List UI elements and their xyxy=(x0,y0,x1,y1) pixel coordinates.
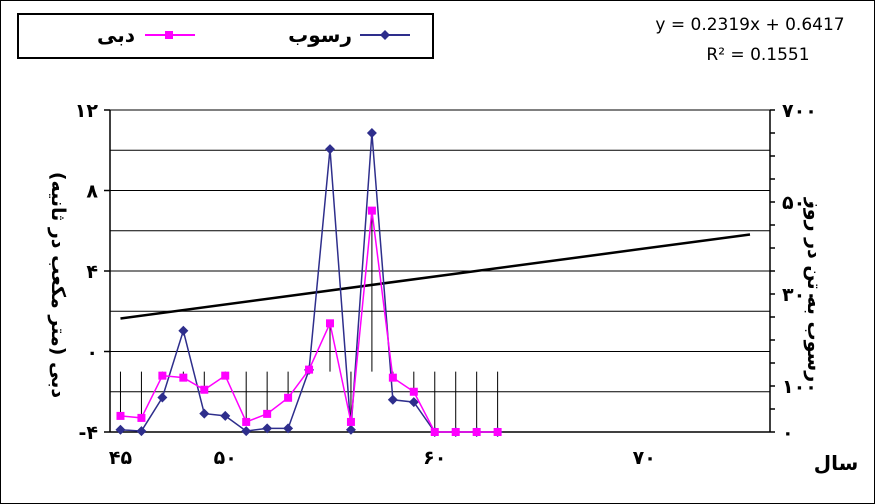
data-point-discharge xyxy=(367,206,376,215)
data-point-discharge xyxy=(493,428,502,436)
trendline-layer xyxy=(120,233,751,320)
data-point-discharge xyxy=(388,373,397,382)
y-right-tick-label: ۷۰۰ xyxy=(782,100,817,122)
data-point-discharge xyxy=(472,428,481,436)
legend-item-sediment: رسوب xyxy=(288,23,410,47)
data-point-discharge xyxy=(158,371,167,380)
data-point-sediment xyxy=(345,424,356,435)
series-layer xyxy=(115,128,503,437)
data-point-sediment xyxy=(199,408,210,419)
data-point-discharge xyxy=(409,387,418,396)
data-point-sediment xyxy=(366,128,377,138)
data-point-sediment xyxy=(157,392,168,403)
data-point-discharge xyxy=(305,365,314,374)
data-point-discharge xyxy=(221,371,230,380)
y-left-tick-label: ۴ xyxy=(86,261,98,283)
data-point-sediment xyxy=(387,394,398,405)
data-point-discharge xyxy=(284,393,293,402)
x-axis-title: سال xyxy=(814,451,859,475)
y-right-tick-label: ۳۰۰ xyxy=(782,284,817,306)
y-left-tick-label: -۴ xyxy=(79,422,98,444)
y-right-tick-label: ۱۰۰ xyxy=(782,376,817,398)
legend-item-discharge: دبی xyxy=(97,23,195,47)
legend-label-sediment: رسوب xyxy=(288,23,352,47)
ticks: -۴ ۰ ۴ ۸ ۱۲ ۰ ۱۰۰ ۳۰۰ ۵۰۰ ۷۰۰ ۴۵ ۵۰ ۶۰ ۷۰ xyxy=(75,100,817,469)
data-point-sediment xyxy=(408,397,419,408)
data-point-sediment xyxy=(262,423,273,434)
data-point-discharge xyxy=(326,319,334,328)
data-point-discharge xyxy=(346,417,355,426)
data-point-sediment xyxy=(178,325,189,336)
data-point-sediment xyxy=(283,423,294,434)
x-tick-label: ۷۰ xyxy=(633,447,656,469)
y-right-tick-label: ۵۰۰ xyxy=(782,192,817,214)
data-point-discharge xyxy=(451,428,460,436)
x-tick-label: ۴۵ xyxy=(109,447,133,469)
data-point-sediment xyxy=(325,144,335,155)
data-point-discharge xyxy=(263,409,272,418)
trendline-equation: y = 0.2319x + 0.6417 xyxy=(655,15,844,35)
legend-marker-discharge xyxy=(165,31,173,39)
data-point-discharge xyxy=(137,413,146,422)
data-point-discharge xyxy=(430,428,439,436)
data-point-discharge xyxy=(242,417,251,426)
data-point-sediment xyxy=(115,424,126,435)
y-left-tick-label: ۸ xyxy=(86,181,98,203)
data-point-sediment xyxy=(241,426,252,437)
data-point-discharge xyxy=(179,373,188,382)
grid xyxy=(110,149,770,432)
x-tick-label: ۵۰ xyxy=(214,447,237,469)
data-point-discharge xyxy=(116,411,125,420)
legend: رسوب دبی xyxy=(17,13,434,59)
data-point-sediment xyxy=(220,410,231,421)
y-left-tick-label: ۰ xyxy=(86,342,98,364)
x-tick-label: ۶۰ xyxy=(423,447,446,469)
y-left-tick-label: ۱۲ xyxy=(75,100,99,122)
data-point-sediment xyxy=(136,426,147,437)
y-right-tick-label: ۰ xyxy=(782,422,794,444)
trendline xyxy=(120,233,751,320)
legend-marker-sediment xyxy=(380,30,390,40)
legend-label-discharge: دبی xyxy=(97,23,135,47)
trendline-r-squared: R² = 0.1551 xyxy=(706,45,809,65)
data-point-discharge xyxy=(200,385,209,394)
y-right-axis-title: رسوب به تن در روز xyxy=(803,197,825,382)
y-left-axis-title: دبی (متر مکعب در ثانیه) xyxy=(47,172,69,399)
